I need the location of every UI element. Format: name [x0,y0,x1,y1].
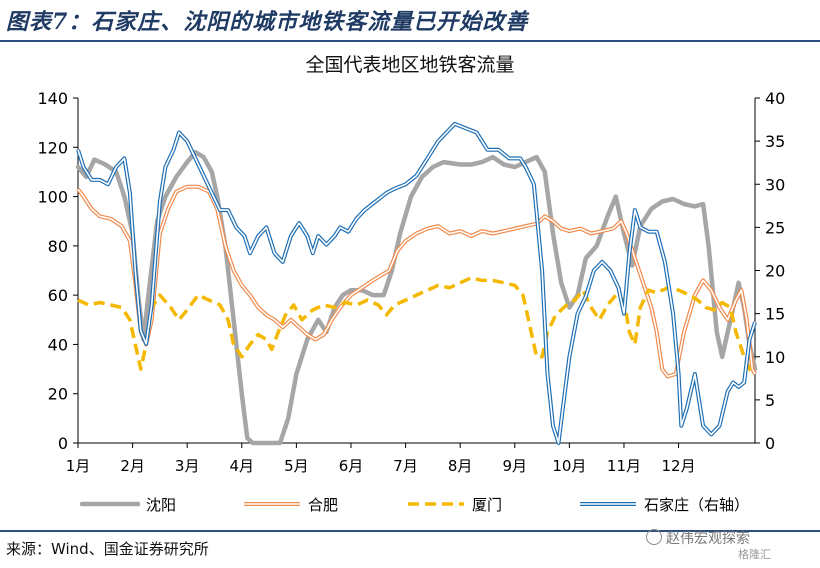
y-left-tick-label: 100 [37,188,68,207]
x-tick-label: 6月 [339,457,364,475]
series-line-shenyang [75,149,758,446]
legend-label-shenyang: 沈阳 [146,496,176,514]
series-line-hefei-inner [77,185,756,378]
legend-label-hefei: 合肥 [308,496,338,514]
series-lines [75,121,758,446]
legend-label-xiamen: 厦门 [472,496,502,514]
wechat-icon [646,529,662,545]
x-tick-label: 9月 [503,457,528,475]
legend-item-xiamen: 厦门 [408,496,502,514]
y-right-tick-label: 20 [765,262,785,281]
y-left-tick-label: 60 [48,286,68,305]
y-right-tick-label: 5 [765,391,775,410]
chart-title: 全国代表地区地铁客流量 [305,54,515,76]
y-left-tick-label: 20 [48,385,68,404]
y-left-tick-label: 80 [48,237,68,256]
figure-title: 图表7：石家庄、沈阳的城市地铁客流量已开始改善 [6,9,529,35]
bottom-rule [0,530,820,532]
series-hefei [76,184,757,379]
series-shijiazhuang [76,121,757,445]
series-line-xiamen [77,276,757,376]
y-left-tick-label: 140 [37,89,68,108]
series-xiamen [77,276,757,376]
series-line-shijiazhuang-inner [77,123,756,444]
y-right-tick-label: 40 [765,89,785,108]
y-right-tick-label: 30 [765,175,785,194]
x-tick-label: 3月 [175,457,200,475]
y-right-tick-label: 35 [765,132,785,151]
y-left-tick-label: 40 [48,335,68,354]
y-left-tick-label: 0 [58,434,68,453]
x-tick-label: 11月 [607,457,641,475]
series-shenyang [75,149,758,446]
x-tick-label: 1月 [66,457,91,475]
series-line-hefei [76,184,757,379]
x-tick-label: 5月 [284,457,309,475]
legend: 沈阳 合肥 厦门 石家庄（右轴） [79,496,749,514]
legend-item-hefei: 合肥 [244,496,338,514]
watermark-text: 赵伟宏观探索 [666,531,750,547]
x-tick-label: 7月 [393,457,418,475]
source-note: 来源：Wind、国金证券研究所 [6,540,209,558]
legend-item-shenyang: 沈阳 [79,496,176,514]
y-right-tick-label: 10 [765,348,785,367]
legend-item-shijiazhuang: 石家庄（右轴） [580,496,749,514]
y-left-tick-label: 120 [37,138,68,157]
x-tick-label: 4月 [230,457,255,475]
y-right-tick-label: 25 [765,218,785,237]
y-right-tick-label: 15 [765,305,785,324]
watermark: 赵伟宏观探索 格隆汇 [646,528,771,561]
top-rule [0,40,820,42]
x-tick-label: 2月 [120,457,145,475]
watermark-sub: 格隆汇 [738,548,771,561]
x-tick-label: 8月 [448,457,473,475]
legend-label-shijiazhuang: 石家庄（右轴） [644,496,749,514]
y-right-tick-label: 0 [765,434,775,453]
x-tick-label: 12月 [662,457,696,475]
x-tick-label: 10月 [552,457,586,475]
